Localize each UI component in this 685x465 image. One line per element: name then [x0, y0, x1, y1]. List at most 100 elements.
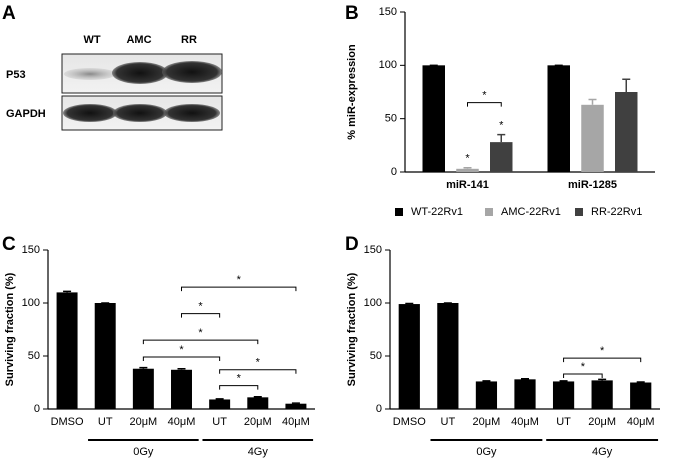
x-tick-label: 20μM [129, 416, 157, 428]
group-label: 0Gy [476, 446, 497, 458]
bar [171, 369, 192, 409]
error-bar [521, 378, 529, 380]
band [162, 61, 222, 83]
x-tick-label: DMSO [393, 416, 426, 428]
bar [132, 368, 154, 409]
bar [56, 292, 78, 409]
x-tick-label: DMSO [51, 416, 84, 428]
y-tick-label: 100 [22, 297, 40, 309]
y-tick-label: 150 [364, 244, 382, 256]
bar [615, 92, 638, 172]
y-tick-label: 0 [376, 403, 382, 415]
error-bar [63, 290, 72, 293]
bar [285, 403, 307, 409]
y-tick-label: 0 [391, 166, 397, 178]
x-tick-label: 20μM [588, 416, 616, 428]
y-tick-label: 100 [364, 297, 382, 309]
row-label: P53 [6, 69, 26, 81]
row-label: GAPDH [6, 108, 46, 120]
bar [581, 104, 604, 172]
error-bar [559, 380, 568, 382]
band [112, 62, 168, 84]
bar [94, 303, 116, 409]
group-label: 0Gy [133, 446, 154, 458]
legend-label: WT-22Rv1 [411, 206, 463, 218]
y-tick-label: 50 [385, 113, 397, 125]
y-axis-label: Surviving fraction (%) [4, 272, 16, 386]
y-tick-label: 50 [370, 350, 382, 362]
error-bar [588, 98, 597, 105]
x-tick-label: UT [98, 416, 113, 428]
band [63, 104, 117, 122]
bracket [563, 357, 642, 363]
bracket-label: * [179, 344, 184, 356]
bracket [142, 356, 221, 362]
y-tick-label: 150 [22, 244, 40, 256]
error-bar [291, 402, 300, 404]
bracket [563, 373, 603, 379]
bracket-label: * [198, 301, 203, 313]
bracket-label: * [237, 274, 242, 286]
x-tick-label: 40μM [168, 416, 196, 428]
bar [422, 65, 445, 172]
bracket-label: * [256, 357, 261, 369]
bar [209, 399, 231, 409]
panel-a: A WT AMC RR P53 GAPDH [2, 3, 223, 131]
legend-label: RR-22Rv1 [591, 206, 642, 218]
error-bar [253, 396, 262, 398]
bar [475, 381, 498, 409]
bar [547, 65, 570, 172]
x-tick-label: 20μM [244, 416, 272, 428]
y-tick-label: 150 [379, 6, 397, 18]
bar [514, 379, 536, 409]
bar [630, 382, 652, 409]
legend-swatch [395, 208, 403, 216]
bracket-label: * [581, 361, 586, 373]
error-bar [215, 398, 224, 400]
bracket-label: * [198, 327, 203, 339]
bar [398, 304, 420, 409]
bracket-label: * [482, 90, 487, 102]
bracket [219, 385, 259, 390]
group-label: 4Gy [592, 446, 613, 458]
y-tick-label: 50 [28, 350, 40, 362]
bracket [142, 339, 259, 345]
panel-label: B [345, 3, 359, 24]
x-tick-label: miR-1285 [568, 179, 617, 191]
lane-label: RR [181, 34, 197, 46]
x-tick-label: 20μM [473, 416, 501, 428]
legend-swatch [575, 208, 583, 216]
y-axis-label: % miR-expression [346, 44, 358, 140]
panel-label: A [2, 3, 16, 24]
x-tick-label: UT [212, 416, 227, 428]
error-bar [636, 381, 645, 383]
x-tick-label: UT [441, 416, 456, 428]
x-tick-label: 40μM [511, 416, 539, 428]
panel-label: C [2, 234, 16, 255]
bracket-label: * [237, 373, 242, 385]
bracket [181, 286, 297, 292]
error-bar [497, 133, 506, 143]
bracket-label: * [600, 345, 605, 357]
band [113, 104, 167, 122]
y-tick-label: 100 [379, 59, 397, 71]
x-tick-label: 40μM [627, 416, 655, 428]
error-bar [463, 166, 472, 169]
bracket [181, 313, 221, 318]
error-bar [482, 380, 491, 382]
bar [591, 380, 613, 409]
band [164, 104, 220, 122]
bar [490, 142, 513, 172]
panel-label: D [345, 234, 359, 255]
bar [456, 168, 479, 172]
y-axis-label: Surviving fraction (%) [346, 272, 358, 386]
error-bar [139, 366, 148, 369]
significance: * [465, 153, 470, 165]
x-tick-label: miR-141 [446, 179, 489, 191]
error-bar [598, 378, 607, 381]
error-bar [405, 302, 414, 305]
bracket [219, 369, 297, 374]
significance: * [499, 120, 504, 132]
legend-label: AMC-22Rv1 [501, 206, 561, 218]
